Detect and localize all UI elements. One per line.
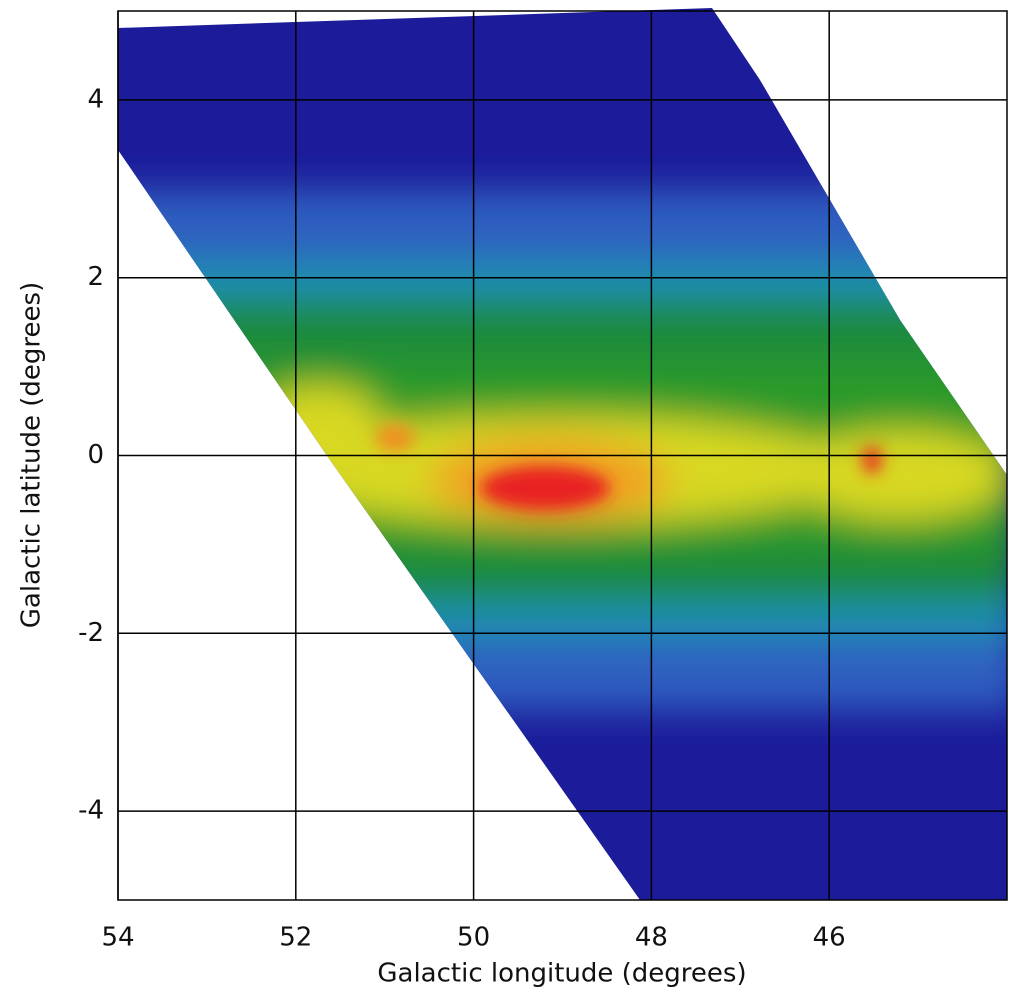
x-axis-label: Galactic longitude (degrees) <box>377 959 746 989</box>
y-tick-label: 0 <box>87 440 104 470</box>
x-tick-label: 52 <box>279 923 312 953</box>
y-tick-label: 4 <box>87 84 104 114</box>
x-tick-label: 46 <box>813 923 846 953</box>
y-tick-label: -4 <box>78 796 104 826</box>
x-tick-label: 50 <box>457 923 490 953</box>
intensity-map <box>118 8 1007 900</box>
y-tick-label: -2 <box>78 618 104 648</box>
x-tick-label: 54 <box>101 923 134 953</box>
y-tick-label: 2 <box>87 262 104 292</box>
x-tick-label: 48 <box>635 923 668 953</box>
y-axis-label: Galactic latitude (degrees) <box>17 282 47 628</box>
